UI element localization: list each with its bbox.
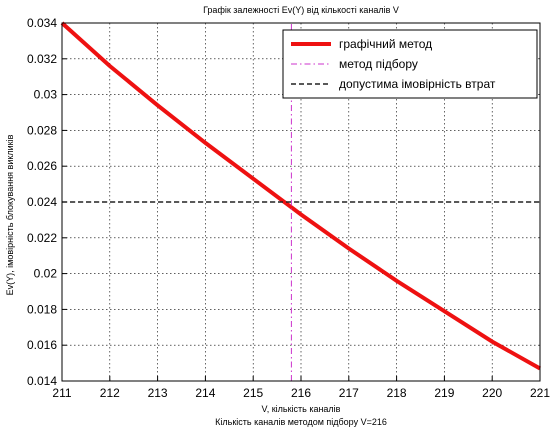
y-tick-label: 0.018 bbox=[27, 302, 57, 316]
x-tick-label: 216 bbox=[291, 386, 311, 400]
x-tick-label: 221 bbox=[530, 386, 550, 400]
y-tick-labels: 0.014 0.016 0.018 0.02 0.022 0.024 0.026 0.028 0… bbox=[27, 16, 57, 388]
y-tick-label: 0.034 bbox=[27, 16, 57, 30]
y-tick-label: 0.016 bbox=[27, 338, 57, 352]
x-tick-label: 211 bbox=[52, 386, 71, 400]
y-tick-label: 0.02 bbox=[34, 267, 58, 281]
y-tick-label: 0.022 bbox=[27, 231, 57, 245]
y-tick-label: 0.032 bbox=[27, 52, 57, 66]
y-tick-label: 0.024 bbox=[27, 195, 57, 209]
x-axis-caption: Кількість каналів методом підбору V=216 bbox=[215, 417, 387, 427]
x-axis-label: V, кількість каналів bbox=[262, 404, 341, 414]
y-axis-label: Ev(Y), імовірність блокування викликів bbox=[5, 134, 15, 295]
x-tick-label: 214 bbox=[195, 386, 215, 400]
y-tick-label: 0.03 bbox=[34, 88, 58, 102]
series-line-1 bbox=[60, 21, 541, 371]
legend-label-3: допустима імовірність втрат bbox=[339, 77, 496, 91]
x-tick-label: 212 bbox=[100, 386, 120, 400]
legend-label-2: метод підбору bbox=[339, 57, 418, 71]
legend: графічний метод метод підбору допустима ім… bbox=[282, 29, 538, 99]
x-tick-labels: 211 212 213 214 215 216 217 218 219 220 221 bbox=[52, 386, 550, 400]
legend-box bbox=[282, 29, 538, 99]
y-tick-label: 0.026 bbox=[27, 159, 57, 173]
x-tick-label: 215 bbox=[243, 386, 263, 400]
x-tick-label: 220 bbox=[482, 386, 502, 400]
y-tick-label: 0.014 bbox=[27, 374, 57, 388]
x-tick-label: 218 bbox=[387, 386, 407, 400]
x-tick-label: 219 bbox=[434, 386, 454, 400]
legend-label-1: графічний метод bbox=[339, 37, 432, 51]
chart-title: Графік залежності Ev(Y) від кількості ка… bbox=[203, 5, 399, 15]
x-tick-label: 217 bbox=[339, 386, 359, 400]
y-tick-label: 0.028 bbox=[27, 123, 57, 137]
plot-frame bbox=[61, 22, 541, 382]
x-tick-label: 213 bbox=[148, 386, 168, 400]
